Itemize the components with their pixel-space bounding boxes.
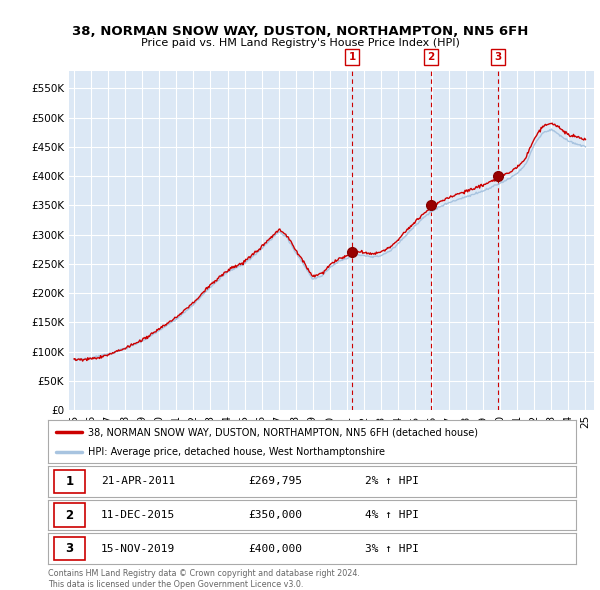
Text: HPI: Average price, detached house, West Northamptonshire: HPI: Average price, detached house, West… [88,447,385,457]
Text: 1: 1 [349,53,356,62]
Text: 3: 3 [65,542,74,555]
FancyBboxPatch shape [55,537,85,560]
Text: 4% ↑ HPI: 4% ↑ HPI [365,510,419,520]
Text: 3: 3 [494,53,502,62]
Text: £269,795: £269,795 [248,477,302,486]
Text: 2: 2 [65,509,74,522]
FancyBboxPatch shape [55,470,85,493]
Text: 11-DEC-2015: 11-DEC-2015 [101,510,175,520]
Text: 2: 2 [428,53,435,62]
Text: 38, NORMAN SNOW WAY, DUSTON, NORTHAMPTON, NN5 6FH (detached house): 38, NORMAN SNOW WAY, DUSTON, NORTHAMPTON… [88,427,478,437]
Text: £350,000: £350,000 [248,510,302,520]
Text: 15-NOV-2019: 15-NOV-2019 [101,544,175,553]
Text: 21-APR-2011: 21-APR-2011 [101,477,175,486]
Text: Price paid vs. HM Land Registry's House Price Index (HPI): Price paid vs. HM Land Registry's House … [140,38,460,48]
Text: Contains HM Land Registry data © Crown copyright and database right 2024.
This d: Contains HM Land Registry data © Crown c… [48,569,360,589]
FancyBboxPatch shape [55,503,85,527]
Text: 38, NORMAN SNOW WAY, DUSTON, NORTHAMPTON, NN5 6FH: 38, NORMAN SNOW WAY, DUSTON, NORTHAMPTON… [72,25,528,38]
Text: 2% ↑ HPI: 2% ↑ HPI [365,477,419,486]
Text: £400,000: £400,000 [248,544,302,553]
Text: 1: 1 [65,475,74,488]
Text: 3% ↑ HPI: 3% ↑ HPI [365,544,419,553]
